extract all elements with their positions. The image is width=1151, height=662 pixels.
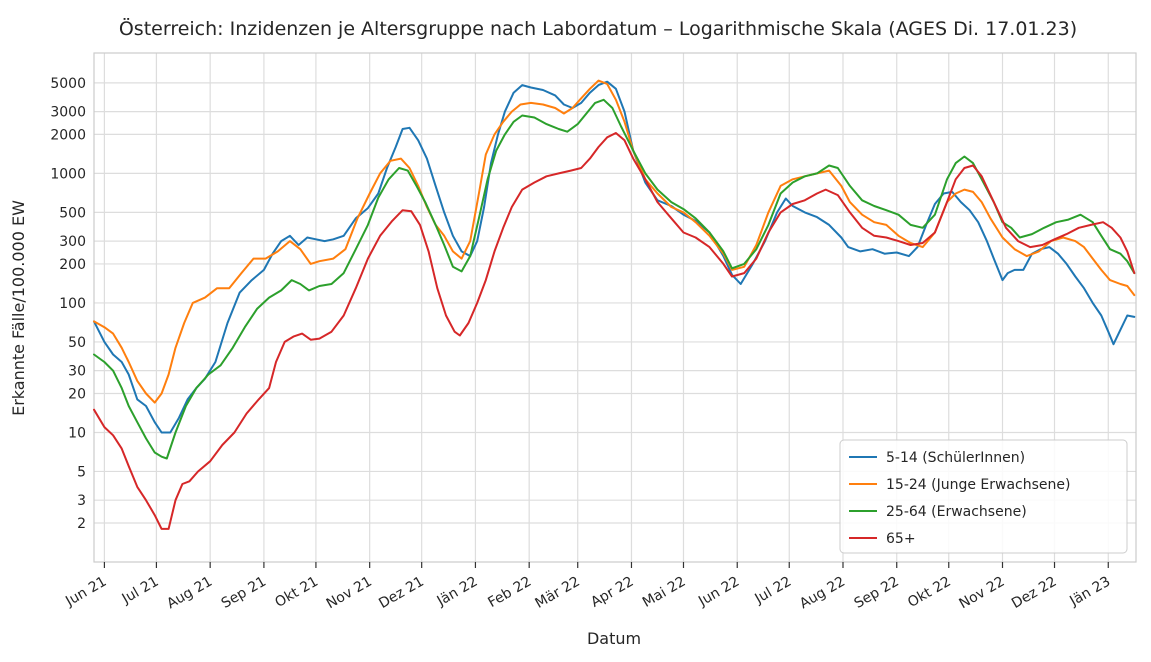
y-tick-label: 100 — [59, 296, 86, 312]
series-line-3 — [93, 98, 1136, 460]
legend: 5-14 (SchülerInnen) 15-24 (Junge Erwachse… — [839, 439, 1128, 554]
y-tick-label: 10 — [68, 425, 86, 441]
y-tick-label: 5000 — [50, 76, 86, 92]
series-line-2 — [93, 79, 1136, 404]
plot-area-frame — [93, 52, 1137, 563]
y-tick-label: 30 — [68, 364, 86, 380]
y-axis-ticks: 2 3 5 10 20 30 50 100 200 300 500 1000 2000 3000 5000 — [50, 76, 86, 532]
legend-label: 15-24 (Junge Erwachsene) — [886, 477, 1070, 493]
y-tick-label: 200 — [59, 257, 86, 273]
y-tick-label: 1000 — [50, 166, 86, 182]
y-tick-label: 3000 — [50, 105, 86, 121]
series-lines — [93, 79, 1136, 530]
series-line-4 — [93, 132, 1136, 530]
y-tick-label: 3 — [77, 493, 86, 509]
legend-label: 25-64 (Erwachsene) — [886, 504, 1027, 520]
y-tick-label: 20 — [68, 386, 86, 402]
y-tick-label: 500 — [59, 205, 86, 221]
y-tick-label: 2 — [77, 516, 86, 532]
legend-box — [839, 439, 1128, 554]
chart-title: Österreich: Inzidenzen je Altersgruppe n… — [119, 17, 1077, 40]
x-axis-title: Datum — [587, 629, 641, 648]
series-line-1 — [93, 80, 1136, 434]
legend-label: 5-14 (SchülerInnen) — [886, 450, 1025, 466]
legend-label: 65+ — [886, 531, 916, 547]
y-tick-label: 2000 — [50, 127, 86, 143]
y-tick-label: 300 — [59, 234, 86, 250]
y-tick-label: 5 — [77, 464, 86, 480]
y-tick-label: 50 — [68, 335, 86, 351]
y-axis-title: Erkannte Fälle/100.000 EW — [9, 200, 28, 416]
